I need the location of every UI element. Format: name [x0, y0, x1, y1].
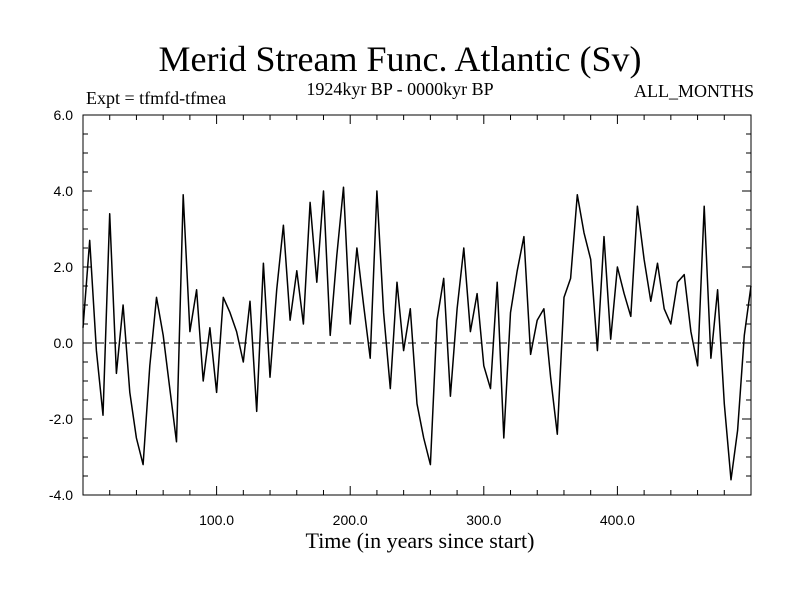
x-tick-label: 400.0	[600, 512, 635, 528]
x-tick-label: 300.0	[466, 512, 501, 528]
months-label: ALL_MONTHS	[634, 81, 754, 101]
y-tick-label: 2.0	[54, 259, 74, 275]
y-tick-label: -4.0	[49, 487, 73, 503]
y-tick-label: 0.0	[54, 335, 74, 351]
y-tick-label: 6.0	[54, 107, 74, 123]
plot-frame	[82, 114, 752, 496]
x-tick-label: 200.0	[333, 512, 368, 528]
experiment-label: Expt = tfmfd-tfmea	[86, 88, 227, 108]
y-tick-label: -2.0	[49, 411, 73, 427]
y-tick-label: 4.0	[54, 183, 74, 199]
x-tick-label: 100.0	[199, 512, 234, 528]
chart-subtitle: 1924kyr BP - 0000kyr BP	[306, 79, 494, 99]
tick-layer: 100.0 200.0 300.0 400.0 -4.0 -2.0 0.0 2.0 4.0 6.0	[49, 107, 751, 528]
series-layer	[82, 186, 752, 481]
series-line-0	[82, 186, 752, 481]
chart-title: Merid Stream Func. Atlantic (Sv)	[158, 39, 642, 79]
x-axis-label: Time (in years since start)	[305, 528, 535, 553]
